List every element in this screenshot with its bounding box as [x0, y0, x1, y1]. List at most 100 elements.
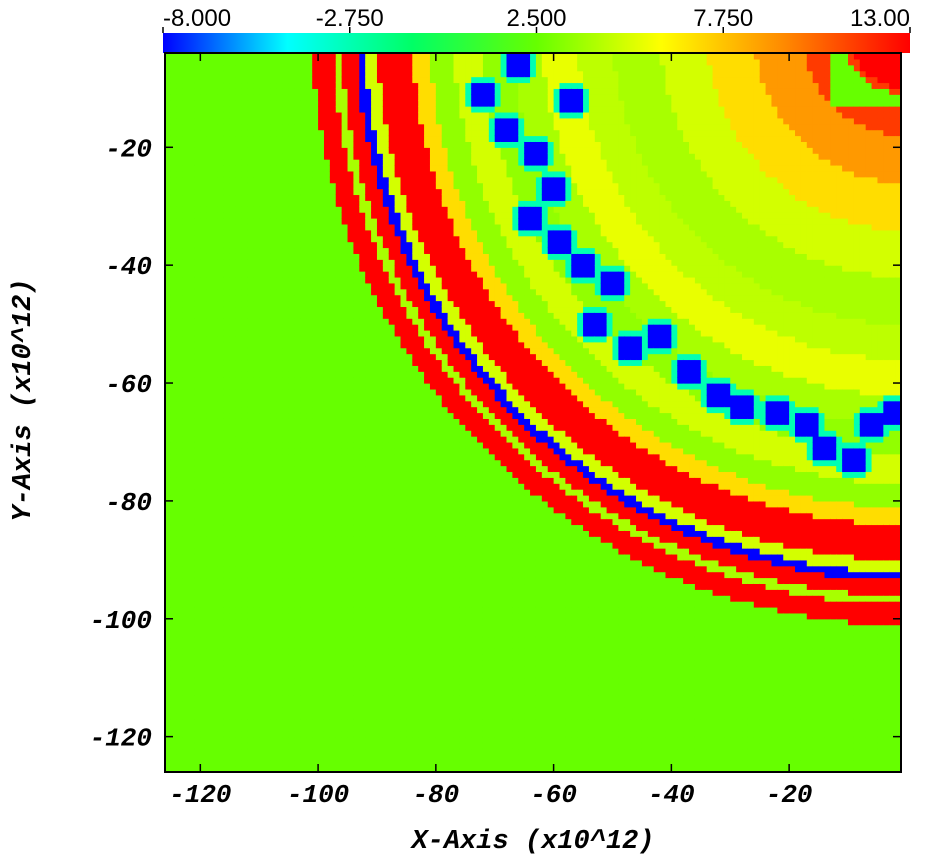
- heatmap-cell: [371, 147, 378, 154]
- heatmap-cell: [259, 701, 266, 708]
- heatmap-cell: [176, 724, 184, 732]
- heatmap-cell: [176, 453, 184, 461]
- heatmap-cell: [312, 206, 319, 213]
- heatmap-cell: [388, 229, 396, 237]
- heatmap-cell: [306, 194, 313, 201]
- heatmap-cell: [212, 70, 219, 78]
- heatmap-cell: [376, 553, 384, 561]
- heatmap-cell: [253, 400, 260, 408]
- heatmap-cell: [223, 188, 231, 196]
- heatmap-cell: [176, 241, 184, 249]
- heatmap-cell: [194, 436, 201, 443]
- heatmap-cell: [347, 229, 355, 237]
- heatmap-cell: [188, 123, 196, 131]
- heatmap-cell: [388, 371, 396, 378]
- heatmap-cell: [394, 253, 402, 260]
- heatmap-cell: [347, 654, 355, 661]
- heatmap-cell: [188, 194, 196, 201]
- heatmap-cell: [294, 259, 302, 266]
- heatmap-cell: [200, 206, 207, 213]
- heatmap-cell: [288, 312, 296, 319]
- heatmap-cell: [341, 624, 349, 632]
- heatmap-cell: [294, 170, 302, 178]
- heatmap-cell: [382, 282, 390, 290]
- heatmap-cell: [400, 518, 408, 526]
- heatmap-cell: [229, 76, 237, 84]
- heatmap-cell: [241, 200, 249, 207]
- heatmap-cell: [376, 459, 384, 467]
- heatmap-cell: [223, 642, 231, 649]
- heatmap-cell: [306, 736, 313, 744]
- heatmap-cell: [318, 683, 325, 691]
- heatmap-cell: [300, 235, 307, 243]
- heatmap-cell: [206, 583, 213, 590]
- heatmap-cell: [217, 748, 225, 755]
- heatmap-cell: [335, 447, 343, 455]
- heatmap-cell: [365, 306, 372, 313]
- heatmap-cell: [247, 718, 254, 726]
- heatmap-cell: [282, 276, 290, 284]
- heatmap-cell: [382, 595, 390, 602]
- heatmap-cell: [276, 353, 284, 361]
- heatmap-cell: [282, 548, 290, 555]
- heatmap-cell: [235, 707, 243, 714]
- heatmap-cell: [335, 70, 343, 78]
- heatmap-cell: [247, 135, 254, 142]
- heatmap-cell: [329, 518, 337, 526]
- heatmap-cell: [282, 94, 290, 101]
- heatmap-cell: [371, 306, 378, 313]
- heatmap-cell: [188, 689, 196, 696]
- heatmap-cell: [270, 176, 278, 184]
- heatmap-cell: [282, 194, 290, 201]
- heatmap-cell: [300, 94, 307, 101]
- heatmap-cell: [247, 724, 254, 732]
- heatmap-cell: [382, 748, 390, 755]
- heatmap-cell: [353, 400, 360, 408]
- heatmap-cell: [294, 542, 302, 549]
- heatmap-cell: [394, 453, 402, 461]
- heatmap-cell: [323, 683, 331, 691]
- heatmap-cell: [353, 206, 360, 213]
- heatmap-cell: [212, 471, 219, 478]
- heatmap-cell: [359, 76, 366, 84]
- heatmap-cell: [235, 306, 243, 313]
- heatmap-cell: [241, 371, 249, 378]
- heatmap-cell: [353, 129, 360, 137]
- heatmap-cell: [276, 82, 284, 89]
- heatmap-cell: [359, 388, 366, 396]
- heatmap-cell: [200, 383, 207, 390]
- heatmap-cell: [323, 188, 331, 196]
- heatmap-cell: [241, 147, 249, 154]
- heatmap-cell: [176, 300, 184, 308]
- heatmap-cell: [223, 253, 231, 260]
- heatmap-cell: [241, 394, 249, 402]
- heatmap-cell: [394, 259, 402, 266]
- heatmap-cell: [217, 188, 225, 196]
- heatmap-cell: [382, 388, 390, 396]
- heatmap-cell: [165, 223, 172, 231]
- heatmap-cell: [382, 453, 390, 461]
- heatmap-cell: [300, 683, 307, 691]
- heatmap-cell: [300, 677, 307, 685]
- heatmap-cell: [217, 518, 225, 526]
- heatmap-cell: [212, 730, 219, 738]
- heatmap-cell: [223, 324, 231, 331]
- heatmap-cell: [371, 247, 378, 254]
- heatmap-cell: [306, 294, 313, 302]
- heatmap-cell: [329, 170, 337, 178]
- heatmap-cell: [176, 718, 184, 726]
- heatmap-cell: [382, 123, 390, 131]
- heatmap-cell: [235, 618, 243, 626]
- heatmap-cell: [288, 565, 296, 573]
- heatmap-cell: [347, 259, 355, 266]
- heatmap-cell: [288, 341, 296, 349]
- heatmap-cell: [235, 489, 243, 496]
- heatmap-cell: [294, 559, 302, 567]
- heatmap-cell: [165, 730, 172, 738]
- heatmap-cell: [347, 94, 355, 101]
- heatmap-cell: [382, 601, 390, 608]
- heatmap-cell: [335, 324, 343, 331]
- heatmap-cell: [247, 229, 254, 237]
- heatmap-cell: [170, 748, 178, 755]
- heatmap-cell: [247, 595, 254, 602]
